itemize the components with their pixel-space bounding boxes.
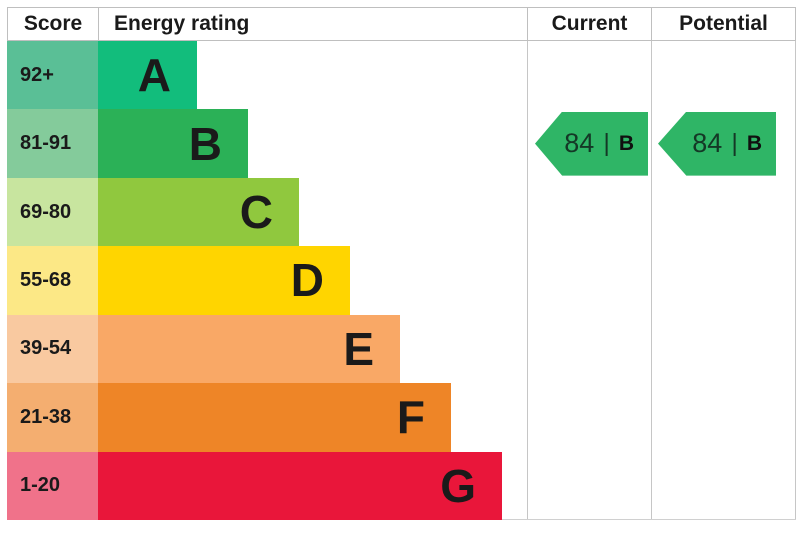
band-bar-d: D [98, 246, 350, 315]
band-letter: E [343, 322, 374, 375]
score-range-label: 39-54 [20, 337, 72, 360]
score-range-cell: 39-54 [7, 314, 98, 384]
score-range-label: 55-68 [20, 268, 72, 291]
band-letter: C [239, 186, 273, 239]
current-rating-value: 84 [564, 128, 595, 159]
score-header-label: Score [23, 12, 83, 35]
band-row-g: 1-20 G [7, 451, 528, 520]
score-range-cell: 92+ [7, 41, 98, 110]
potential-rating-band: B [746, 131, 762, 155]
score-range-cell: 1-20 [7, 451, 98, 520]
potential-rating-value: 84 [692, 128, 723, 159]
potential-rating-divider: | [731, 129, 738, 158]
band-row-a: 92+ A [7, 41, 528, 110]
score-column-header: Score [7, 7, 99, 41]
energy-band-rows: 92+ A 81-91 B 69-80 C 55-68 D 39-54 E 21… [7, 41, 528, 520]
energy-rating-column-header: Energy rating [98, 7, 528, 41]
band-bar-c: C [98, 177, 299, 247]
band-letter: G [440, 459, 476, 512]
band-letter: F [396, 391, 425, 444]
score-range-label: 21-38 [20, 405, 72, 428]
current-column-header: Current [527, 7, 652, 41]
band-row-f: 21-38 F [7, 383, 528, 452]
band-bar-a: A [98, 41, 197, 110]
band-row-d: 55-68 D [7, 246, 528, 315]
current-rating-band: B [618, 131, 634, 155]
current-rating-arrow: 84 | B [535, 111, 648, 176]
band-row-e: 39-54 E [7, 314, 528, 384]
band-bar-b: B [98, 109, 248, 178]
potential-column [651, 41, 796, 520]
potential-header-label: Potential [679, 12, 768, 35]
score-range-cell: 21-38 [7, 383, 98, 452]
potential-rating-arrow: 84 | B [658, 111, 776, 176]
band-bar-g: G [98, 451, 502, 520]
band-bar-f: F [98, 383, 451, 452]
current-header-label: Current [551, 12, 628, 35]
score-range-cell: 55-68 [7, 246, 98, 315]
band-row-c: 69-80 C [7, 177, 528, 247]
band-letter: A [137, 49, 171, 102]
band-letter: B [188, 117, 222, 170]
score-range-cell: 81-91 [7, 109, 98, 178]
score-range-label: 69-80 [20, 200, 72, 223]
score-range-label: 1-20 [20, 474, 61, 497]
band-bar-e: E [98, 314, 400, 384]
score-range-cell: 69-80 [7, 177, 98, 247]
score-range-label: 81-91 [20, 132, 72, 155]
energy-rating-header-label: Energy rating [114, 12, 250, 35]
score-range-label: 92+ [20, 63, 54, 86]
band-row-b: 81-91 B [7, 109, 528, 178]
potential-column-header: Potential [651, 7, 796, 41]
current-rating-divider: | [603, 129, 610, 158]
band-letter: D [290, 254, 324, 307]
